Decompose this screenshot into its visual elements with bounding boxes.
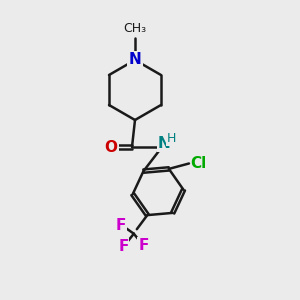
Text: O: O — [104, 140, 117, 154]
Text: N: N — [158, 136, 171, 151]
Text: N: N — [129, 52, 141, 68]
Text: Cl: Cl — [190, 156, 207, 171]
Text: CH₃: CH₃ — [123, 22, 147, 35]
Text: F: F — [116, 218, 126, 233]
Text: F: F — [118, 239, 128, 254]
Text: H: H — [167, 132, 176, 145]
Text: F: F — [138, 238, 148, 253]
